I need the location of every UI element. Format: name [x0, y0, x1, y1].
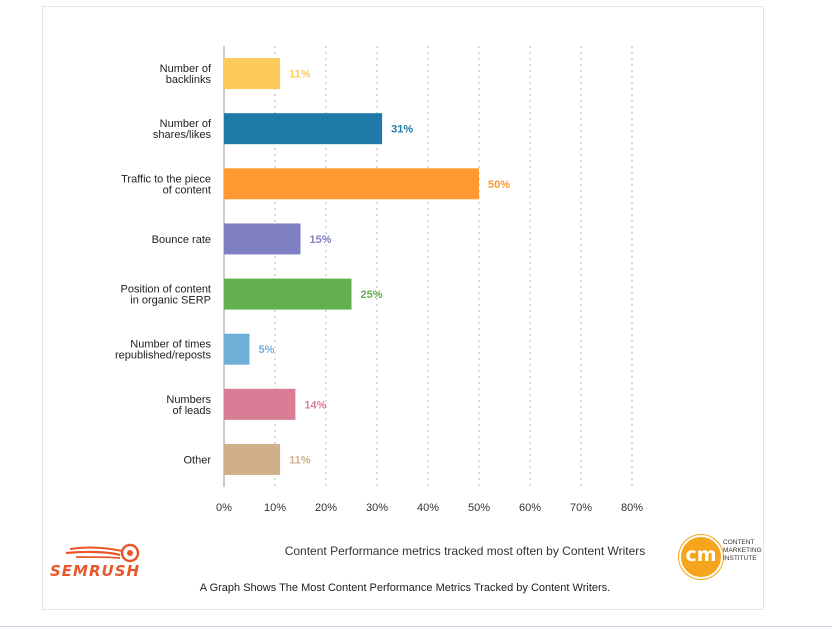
bar-value-label: 15% [310, 234, 332, 246]
bar [224, 443, 281, 475]
semrush-logo-icon [65, 543, 140, 563]
x-tick-label: 20% [315, 502, 337, 514]
bar [224, 58, 281, 90]
x-tick-label: 50% [468, 502, 490, 514]
x-tick-label: 10% [264, 502, 286, 514]
cmi-line: INSTITUTE [723, 555, 757, 562]
cmi-line: CONTENT [723, 539, 755, 546]
bar [224, 333, 250, 365]
bar-value-label: 11% [289, 454, 311, 466]
figure-caption: A Graph Shows The Most Content Performan… [199, 582, 611, 594]
semrush-wordmark: SEMRUSH [50, 562, 141, 580]
category-label: Position of content [120, 284, 211, 296]
bar-value-label: 5% [259, 344, 275, 356]
category-label: shares/likes [153, 129, 212, 141]
divider [0, 626, 832, 627]
bar-value-label: 11% [289, 69, 311, 81]
x-tick-label: 80% [621, 502, 643, 514]
x-tick-label: 70% [570, 502, 592, 514]
x-tick-label: 60% [519, 502, 541, 514]
bar-value-label: 25% [361, 289, 383, 301]
category-label: of leads [172, 405, 211, 417]
category-label: Numbers [166, 394, 211, 406]
x-tick-label: 30% [366, 502, 388, 514]
cmi-line: MARKETING [723, 547, 762, 554]
chart-source: Content Performance metrics tracked most… [284, 544, 646, 558]
category-label: backlinks [166, 74, 212, 86]
category-label: in organic SERP [130, 295, 211, 307]
x-tick-label: 0% [216, 502, 232, 514]
category-label: republished/reposts [115, 350, 212, 362]
bar [224, 113, 383, 145]
bar [224, 388, 296, 420]
category-label: of content [163, 184, 211, 196]
bar [224, 278, 352, 310]
bar-value-label: 14% [304, 399, 326, 411]
category-label: Other [183, 454, 211, 466]
bar-value-label: 31% [391, 124, 413, 136]
cmi-logo-icon: cm [679, 535, 723, 579]
category-label: Number of times [130, 339, 211, 351]
chart-card [42, 6, 764, 610]
cmi-wordmark: CONTENT MARKETING INSTITUTE [723, 539, 773, 563]
category-label: Number of [160, 118, 212, 130]
category-label: Number of [160, 63, 212, 75]
bar-value-label: 50% [488, 179, 510, 191]
bar [224, 223, 301, 255]
category-label: Traffic to the piece [121, 173, 211, 185]
x-tick-label: 40% [417, 502, 439, 514]
bar [224, 168, 479, 200]
category-label: Bounce rate [152, 234, 211, 246]
cmi-mark: cm [685, 544, 717, 566]
